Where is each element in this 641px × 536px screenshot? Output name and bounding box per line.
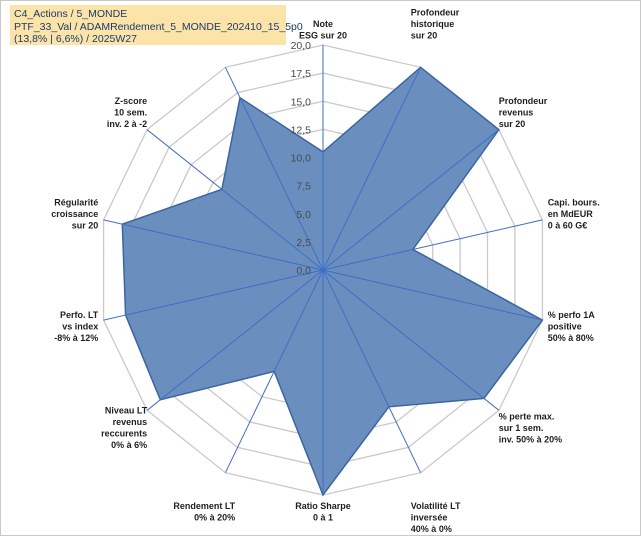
axis-label: 0% à 20%	[194, 513, 235, 523]
tick-label: 5,0	[296, 209, 311, 221]
axis-label: % perte max.	[499, 412, 555, 422]
axis-label: Volatilité LT	[411, 501, 461, 511]
info-line-category: C4_Actions / 5_MONDE	[14, 8, 128, 20]
axis-label: Niveau LT	[105, 406, 148, 416]
axis-spoke	[103, 219, 324, 271]
axis-label: sur 20	[499, 119, 526, 129]
tick-label: 20,0	[291, 40, 312, 52]
info-line-stats: (13,8% | 6,6%) / 2025W27	[14, 33, 137, 45]
axis-label: 0% à 6%	[111, 440, 147, 450]
axis-label: Capi. bours.	[548, 198, 600, 208]
axis-label: ESG sur 20	[299, 31, 347, 41]
axis-spoke	[146, 129, 324, 271]
chart-info-box: C4_Actions / 5_MONDE PTF_33_Val / ADAMRe…	[10, 5, 303, 45]
axis-label: Note	[313, 19, 333, 29]
axis-label: % perfo 1A	[548, 310, 596, 320]
axis-label: Rendement LT	[173, 501, 235, 511]
tick-label: 2,5	[296, 237, 311, 249]
axis-spoke	[322, 269, 500, 411]
axis-label: positive	[548, 322, 582, 332]
axis-label: revenus	[113, 417, 148, 427]
axis-spoke	[322, 67, 422, 271]
axis-label: 10 sem.	[114, 108, 147, 118]
axis-label: vs index	[62, 322, 98, 332]
axis-label: Perfo. LT	[60, 310, 99, 320]
axis-spoke	[322, 129, 500, 271]
axis-label: 0 à 60 G€	[548, 221, 588, 231]
axis-spoke	[103, 269, 324, 321]
axis-label: inversée	[411, 513, 448, 523]
axis-label: sur 20	[411, 31, 438, 41]
axis-spoke	[224, 269, 324, 473]
axis-label: historique	[411, 19, 455, 29]
axis-spoke	[146, 269, 324, 411]
axis-label: inv. 2 à -2	[107, 119, 147, 129]
axis-spoke	[322, 269, 422, 473]
axis-spoke	[224, 67, 324, 271]
axis-label: 40% à 0%	[411, 524, 452, 534]
tick-label: 17,5	[291, 68, 312, 80]
axis-label: revenus	[499, 108, 534, 118]
axis-label: 0 à 1	[313, 513, 333, 523]
axis-label: Profondeur	[411, 8, 460, 18]
radar-series	[103, 45, 544, 497]
axis-label: -8% à 12%	[54, 333, 98, 343]
axis-label: sur 1 sem.	[499, 423, 544, 433]
axis-label: sur 20	[72, 221, 99, 231]
radial-tick-labels: 0,0 2,5 5,0 7,5 10,0 12,5 15,0 17,5 20,0	[291, 40, 312, 277]
axis-spoke	[322, 269, 543, 321]
axis-label: reccurents	[101, 429, 147, 439]
axis-label: inv. 50% à 20%	[499, 435, 562, 445]
tick-label: 0,0	[296, 265, 311, 277]
tick-label: 15,0	[291, 96, 312, 108]
axis-label: 50% à 80%	[548, 333, 594, 343]
axis-label: Profondeur	[499, 96, 548, 106]
tick-label: 7,5	[296, 181, 311, 193]
axis-label: croissance	[51, 209, 98, 219]
axis-label: Ratio Sharpe	[295, 501, 351, 511]
axis-label: en MdEUR	[548, 209, 594, 219]
tick-label: 10,0	[291, 153, 312, 165]
axis-label: Z-score	[115, 96, 148, 106]
tick-label: 12,5	[291, 124, 312, 136]
axis-spoke	[322, 219, 543, 271]
info-line-portfolio: PTF_33_Val / ADAMRendement_5_MONDE_20241…	[14, 20, 303, 33]
axis-label: Régularité	[54, 198, 98, 208]
